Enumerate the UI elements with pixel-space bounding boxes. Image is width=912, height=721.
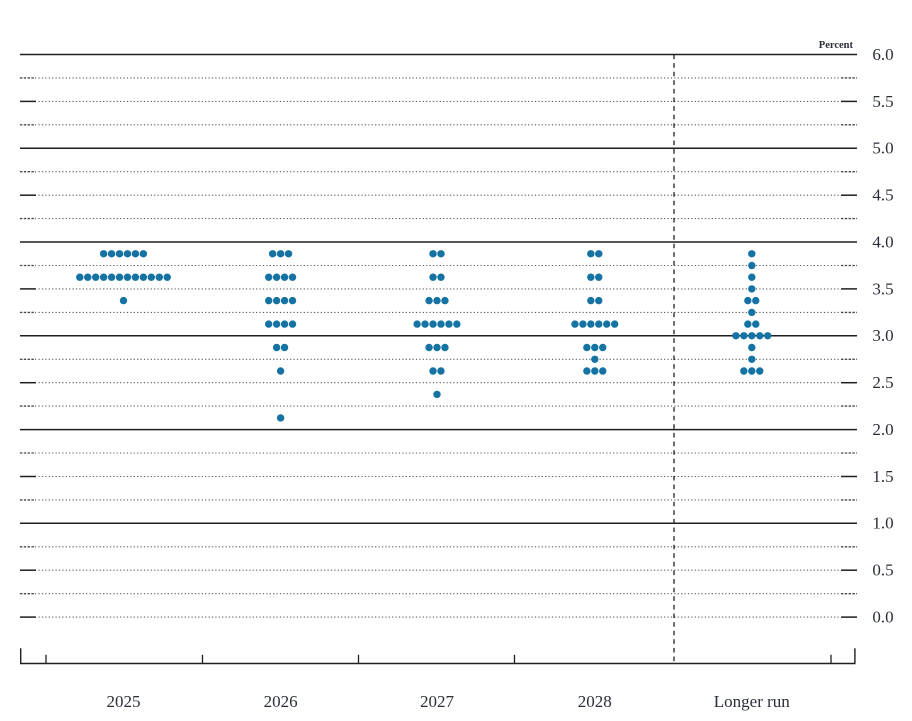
svg-text:0.5: 0.5	[872, 561, 893, 580]
svg-text:2028: 2028	[578, 692, 612, 711]
svg-text:5.0: 5.0	[872, 139, 893, 158]
svg-text:4.0: 4.0	[872, 232, 893, 251]
svg-text:6.0: 6.0	[872, 45, 893, 64]
svg-text:2025: 2025	[107, 692, 141, 711]
svg-text:4.5: 4.5	[872, 186, 893, 205]
svg-text:3.5: 3.5	[872, 279, 893, 298]
svg-text:0.0: 0.0	[872, 608, 893, 627]
svg-text:5.5: 5.5	[872, 92, 893, 111]
svg-text:1.0: 1.0	[872, 514, 893, 533]
svg-text:3.0: 3.0	[872, 326, 893, 345]
svg-text:Percent: Percent	[819, 40, 854, 51]
svg-text:2027: 2027	[420, 692, 455, 711]
svg-text:2.5: 2.5	[872, 373, 893, 392]
svg-text:Longer run: Longer run	[714, 692, 791, 711]
svg-text:1.5: 1.5	[872, 467, 893, 486]
svg-text:2.0: 2.0	[872, 420, 893, 439]
svg-text:2026: 2026	[264, 692, 298, 711]
